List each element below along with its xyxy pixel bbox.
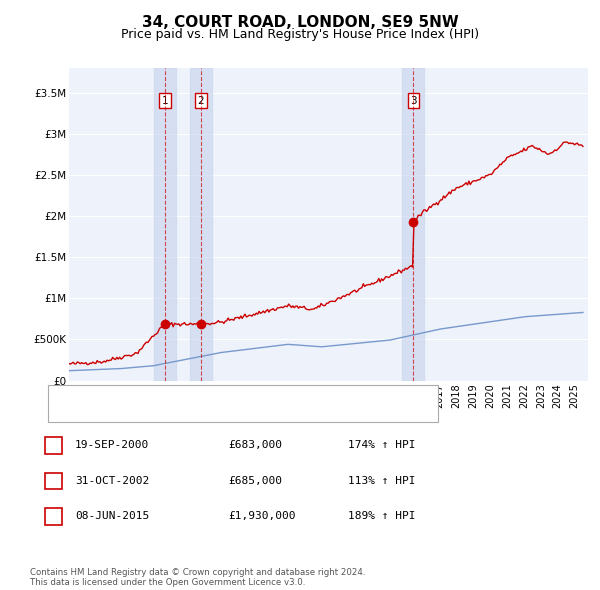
Text: £1,930,000: £1,930,000: [228, 512, 296, 521]
Bar: [403, 68, 424, 381]
Text: 34, COURT ROAD, LONDON, SE9 5NW: 34, COURT ROAD, LONDON, SE9 5NW: [142, 15, 458, 30]
Text: 3: 3: [410, 96, 417, 106]
Text: 2: 2: [197, 96, 204, 106]
Text: HPI: Average price, detached house, Greenwich: HPI: Average price, detached house, Gree…: [87, 408, 335, 418]
Text: 1: 1: [50, 441, 57, 450]
Text: 1: 1: [162, 96, 169, 106]
Text: ——: ——: [54, 389, 79, 402]
Text: 189% ↑ HPI: 189% ↑ HPI: [348, 512, 415, 521]
Text: 3: 3: [50, 512, 57, 521]
Text: Price paid vs. HM Land Registry's House Price Index (HPI): Price paid vs. HM Land Registry's House …: [121, 28, 479, 41]
Text: 113% ↑ HPI: 113% ↑ HPI: [348, 476, 415, 486]
Text: £683,000: £683,000: [228, 441, 282, 450]
Text: £685,000: £685,000: [228, 476, 282, 486]
Text: 2: 2: [50, 476, 57, 486]
Text: 19-SEP-2000: 19-SEP-2000: [75, 441, 149, 450]
Text: Contains HM Land Registry data © Crown copyright and database right 2024.
This d: Contains HM Land Registry data © Crown c…: [30, 568, 365, 587]
Text: 34, COURT ROAD, LONDON, SE9 5NW (detached house): 34, COURT ROAD, LONDON, SE9 5NW (detache…: [87, 391, 377, 401]
Text: ——: ——: [54, 406, 79, 419]
Text: 174% ↑ HPI: 174% ↑ HPI: [348, 441, 415, 450]
Bar: [154, 68, 176, 381]
Text: 08-JUN-2015: 08-JUN-2015: [75, 512, 149, 521]
Bar: [190, 68, 212, 381]
Text: 31-OCT-2002: 31-OCT-2002: [75, 476, 149, 486]
